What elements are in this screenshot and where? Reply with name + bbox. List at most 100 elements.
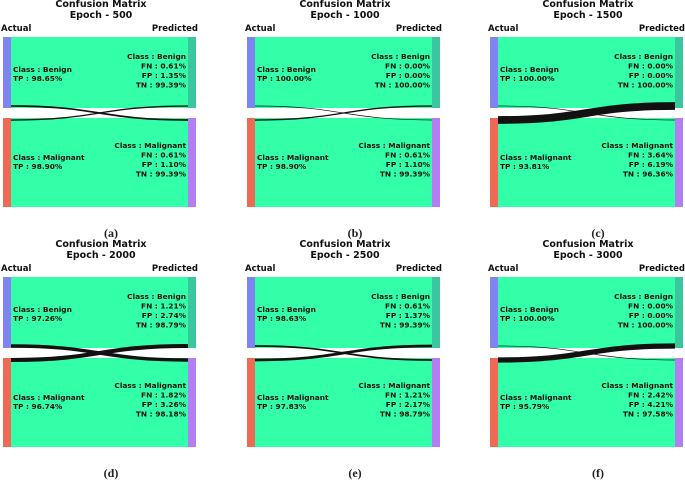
benign-flow-band [3, 37, 196, 108]
panel-caption: (f) [592, 466, 604, 480]
malignant-predicted-metric: FP : 1.10% [386, 160, 431, 169]
benign-actual-label: Class : Benign [257, 305, 316, 314]
chart-subtitle: Epoch - 3000 [553, 250, 623, 261]
benign-predicted-label: Class : Benign [614, 292, 673, 301]
malignant-actual-node [3, 118, 11, 207]
malignant-actual-label: Class : Malignant [13, 153, 85, 162]
actual-header: Actual [488, 264, 518, 274]
malignant-predicted-metric: TN : 98.18% [136, 410, 187, 419]
malignant-actual-label: Class : Malignant [500, 153, 572, 162]
malignant-to-benign-link [10, 105, 189, 121]
malignant-predicted-metric: FN : 0.61% [385, 151, 431, 160]
malignant-predicted-label: Class : Malignant [114, 141, 186, 150]
malignant-predicted-node [432, 118, 440, 207]
malignant-flow-band [3, 358, 196, 447]
benign-actual-tp: TP : 100.00% [257, 74, 312, 83]
malignant-predicted-metric: TN : 98.79% [380, 410, 431, 419]
malignant-actual-label: Class : Malignant [13, 393, 85, 402]
predicted-header: Predicted [396, 24, 442, 34]
malignant-actual-tp: TP : 98.90% [257, 162, 307, 171]
chart-subtitle: Epoch - 2500 [310, 250, 380, 261]
benign-predicted-metric: TN : 100.00% [375, 81, 431, 90]
actual-header: Actual [488, 24, 518, 34]
chart-subtitle: Epoch - 1000 [310, 10, 380, 21]
malignant-flow-band [490, 358, 683, 447]
malignant-predicted-metric: FN : 1.82% [141, 391, 187, 400]
benign-actual-label: Class : Benign [13, 65, 72, 74]
benign-predicted-metric: TN : 99.39% [136, 81, 187, 90]
chart-title: Confusion Matrix [299, 0, 390, 10]
malignant-predicted-metric: FP : 6.19% [629, 160, 674, 169]
benign-flow-band [490, 277, 683, 348]
malignant-actual-tp: TP : 95.79% [500, 402, 550, 411]
malignant-predicted-metric: FN : 2.42% [628, 391, 674, 400]
benign-predicted-metric: FP : 2.74% [142, 311, 187, 320]
malignant-actual-tp: TP : 96.74% [13, 402, 63, 411]
benign-actual-label: Class : Benign [500, 65, 559, 74]
predicted-header: Predicted [639, 24, 685, 34]
predicted-header: Predicted [639, 264, 685, 274]
malignant-predicted-node [675, 118, 683, 207]
benign-actual-tp: TP : 100.00% [500, 314, 555, 323]
malignant-to-benign-link [254, 105, 433, 121]
malignant-actual-node [3, 358, 11, 447]
benign-predicted-metric: FN : 0.61% [141, 62, 187, 71]
malignant-predicted-label: Class : Malignant [358, 141, 430, 150]
benign-actual-node [3, 37, 11, 108]
actual-header: Actual [1, 24, 31, 34]
panel-caption: (c) [591, 226, 604, 240]
benign-predicted-label: Class : Benign [614, 52, 673, 61]
benign-actual-label: Class : Benign [13, 305, 72, 314]
malignant-predicted-label: Class : Malignant [114, 381, 186, 390]
malignant-predicted-node [675, 358, 683, 447]
malignant-predicted-label: Class : Malignant [601, 141, 673, 150]
benign-predicted-node [675, 277, 683, 348]
benign-actual-tp: TP : 98.63% [257, 314, 307, 323]
panel-caption: (e) [348, 466, 361, 480]
malignant-predicted-metric: TN : 99.39% [380, 170, 431, 179]
malignant-predicted-metric: FP : 4.21% [629, 400, 674, 409]
predicted-header: Predicted [152, 24, 198, 34]
malignant-predicted-label: Class : Malignant [358, 381, 430, 390]
malignant-predicted-metric: FN : 3.64% [628, 151, 674, 160]
benign-actual-node [490, 277, 498, 348]
malignant-predicted-metric: FP : 1.10% [142, 160, 187, 169]
benign-actual-node [247, 277, 255, 348]
benign-predicted-node [188, 277, 196, 348]
benign-predicted-node [188, 37, 196, 108]
benign-predicted-metric: FP : 0.00% [629, 311, 674, 320]
chart-subtitle: Epoch - 2000 [66, 250, 136, 261]
malignant-flow-band [490, 118, 683, 207]
benign-flow-band [247, 277, 440, 348]
malignant-actual-node [247, 118, 255, 207]
chart-title: Confusion Matrix [55, 239, 146, 250]
malignant-predicted-metric: FP : 3.26% [142, 400, 187, 409]
benign-predicted-label: Class : Benign [371, 52, 430, 61]
malignant-actual-node [490, 118, 498, 207]
malignant-predicted-label: Class : Malignant [601, 381, 673, 390]
chart-subtitle: Epoch - 500 [70, 10, 133, 21]
benign-predicted-metric: FN : 0.61% [385, 302, 431, 311]
chart-title: Confusion Matrix [542, 239, 633, 250]
malignant-flow-band [247, 358, 440, 447]
malignant-actual-node [247, 358, 255, 447]
chart-title: Confusion Matrix [299, 239, 390, 250]
benign-actual-label: Class : Benign [500, 305, 559, 314]
malignant-predicted-metric: FN : 1.21% [385, 391, 431, 400]
benign-predicted-node [675, 37, 683, 108]
panel-caption: (a) [104, 226, 118, 240]
benign-predicted-node [432, 277, 440, 348]
benign-actual-tp: TP : 97.26% [13, 314, 63, 323]
benign-predicted-metric: TN : 100.00% [618, 321, 674, 330]
malignant-actual-tp: TP : 97.83% [257, 402, 307, 411]
malignant-actual-label: Class : Malignant [257, 153, 329, 162]
malignant-to-benign-link [497, 102, 676, 124]
benign-actual-node [3, 277, 11, 348]
chart-title: Confusion Matrix [55, 0, 146, 10]
malignant-predicted-metric: TN : 99.39% [136, 170, 187, 179]
actual-header: Actual [1, 264, 31, 274]
actual-header: Actual [245, 24, 275, 34]
